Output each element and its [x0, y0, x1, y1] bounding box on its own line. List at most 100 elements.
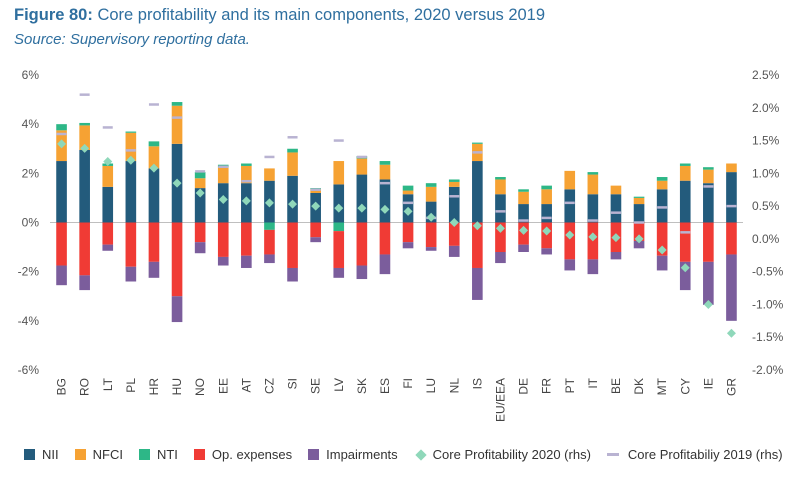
legend-item-nti: NTI — [138, 447, 178, 462]
bar-nii-pt — [564, 189, 576, 223]
legend-label-nfci: NFCI — [92, 447, 123, 462]
bar-impairments-fr — [541, 248, 552, 255]
bar-op-expenses-no — [194, 222, 206, 243]
bar-nfci-ee — [217, 167, 229, 184]
x-tick-label: LU — [424, 378, 438, 393]
marker-core-2020-hu — [172, 178, 182, 188]
bar-nfci-pl — [125, 132, 137, 162]
x-tick-label: CZ — [262, 378, 276, 394]
x-tick-label: HU — [170, 378, 184, 395]
x-tick-label: IS — [470, 378, 484, 389]
bar-impairments-hr — [148, 261, 160, 278]
bar-op-expenses-hr — [148, 222, 160, 262]
bar-nti-cz — [264, 222, 275, 230]
bar-nti-ro — [79, 122, 90, 126]
x-tick-label: FR — [540, 378, 554, 394]
y-right-tick-label: 1.0% — [752, 166, 780, 180]
bar-nfci-mt — [656, 180, 668, 190]
bar-nti-nl — [448, 179, 460, 182]
bar-nii-dk — [633, 204, 645, 223]
legend-swatch-nii — [24, 449, 35, 460]
bar-nfci-hu — [171, 105, 183, 144]
x-tick-label: EU/EEA — [493, 378, 507, 422]
bar-nfci-sk — [356, 158, 368, 175]
bar-op-expenses-at — [241, 222, 252, 256]
bar-op-expenses-pl — [125, 222, 137, 267]
legend-item-nfci: NFCI — [74, 447, 123, 462]
bar-nti-pl — [125, 131, 137, 133]
bar-op-expenses-sk — [356, 222, 368, 266]
bar-op-expenses-nl — [448, 222, 460, 246]
bar-impairments-pl — [125, 266, 137, 282]
marker-core-2020-cy — [680, 263, 690, 273]
x-tick-label: IE — [701, 378, 715, 389]
bar-op-expenses-mt — [656, 222, 668, 256]
bar-impairments-gr — [726, 254, 737, 321]
bar-nti-hu — [171, 102, 183, 106]
bar-nti-si — [287, 148, 298, 153]
bar-nti-lv — [333, 222, 345, 232]
x-tick-label: DK — [632, 378, 646, 395]
bar-chart: 6% 4% 2% 0% -2% -4% -6% 2.5% 2.0% 1.5% 1.0% 0.5% 0.0… — [18, 68, 784, 422]
bar-nti-it — [587, 172, 599, 175]
bar-impairments-pt — [564, 259, 576, 271]
bar-impairments-ie — [703, 261, 714, 305]
x-tick-label: BE — [609, 378, 623, 394]
x-tick-label: SE — [309, 378, 323, 394]
bar-nfci-eu-eea — [495, 179, 506, 195]
bar-nti-fr — [541, 185, 552, 190]
bar-nfci-gr — [726, 163, 737, 173]
marker-core-2020-cz — [264, 198, 274, 208]
figure-label: Figure 80: — [14, 6, 93, 24]
marker-core-2020-es — [380, 204, 390, 214]
marker-core-2020-lv — [334, 203, 344, 213]
y-left-tick-label: -2% — [18, 265, 40, 279]
marker-core-2020-nl — [449, 218, 459, 227]
bar-impairments-eu-eea — [495, 252, 506, 264]
bar-nti-dk — [633, 196, 645, 198]
bar-op-expenses-fi — [402, 222, 414, 243]
bar-nfci-lv — [333, 161, 345, 185]
bar-impairments-lt — [102, 244, 114, 251]
bar-impairments-is — [472, 267, 483, 300]
bar-nti-no — [194, 172, 206, 179]
marker-core-2020-mt — [657, 245, 667, 255]
bar-nfci-it — [587, 174, 599, 195]
bar-nfci-cz — [264, 168, 275, 181]
marker-core-2020-pl — [126, 155, 136, 165]
x-tick-label: LT — [101, 377, 115, 391]
bar-nfci-nl — [448, 181, 460, 187]
x-tick-label: FI — [401, 378, 415, 389]
bar-nfci-si — [287, 152, 298, 176]
bar-op-expenses-cy — [679, 222, 691, 262]
bar-nii-lv — [333, 184, 345, 223]
legend-item-core-2019: Core Profitabiliy 2019 (rhs) — [606, 447, 783, 462]
bar-impairments-bg — [56, 265, 67, 286]
bar-nti-hr — [148, 141, 160, 147]
chart-legend: NII NFCI NTI Op. expenses Impairments Co… — [24, 447, 799, 462]
bar-nii-no — [194, 188, 206, 223]
bar-op-expenses-es — [379, 222, 391, 255]
y-left-tick-label: 0% — [22, 216, 40, 230]
x-tick-label: PL — [124, 378, 138, 393]
bar-nfci-lu — [425, 186, 437, 202]
bar-impairments-mt — [656, 255, 668, 271]
marker-core-2020-be — [611, 233, 621, 243]
bar-op-expenses-pt — [564, 222, 576, 260]
marker-core-2020-lu — [426, 212, 436, 222]
y-right-tick-label: -0.5% — [752, 265, 784, 279]
legend-item-nii: NII — [24, 447, 59, 462]
bar-op-expenses-lv — [333, 231, 345, 268]
legend-label-nii: NII — [42, 447, 59, 462]
bar-nti-fi — [402, 185, 414, 191]
y-left-tick-label: -6% — [18, 363, 40, 377]
x-tick-label: EE — [216, 378, 230, 394]
bar-nti-eu-eea — [495, 177, 506, 180]
bar-op-expenses-ro — [79, 222, 90, 276]
bar-op-expenses-lt — [102, 222, 114, 245]
x-tick-label: BG — [55, 378, 69, 395]
bar-nfci-fr — [541, 189, 552, 205]
y-left-tick-label: 6% — [22, 68, 40, 82]
bar-impairments-lu — [425, 247, 437, 251]
marker-core-2020-fi — [403, 206, 413, 216]
